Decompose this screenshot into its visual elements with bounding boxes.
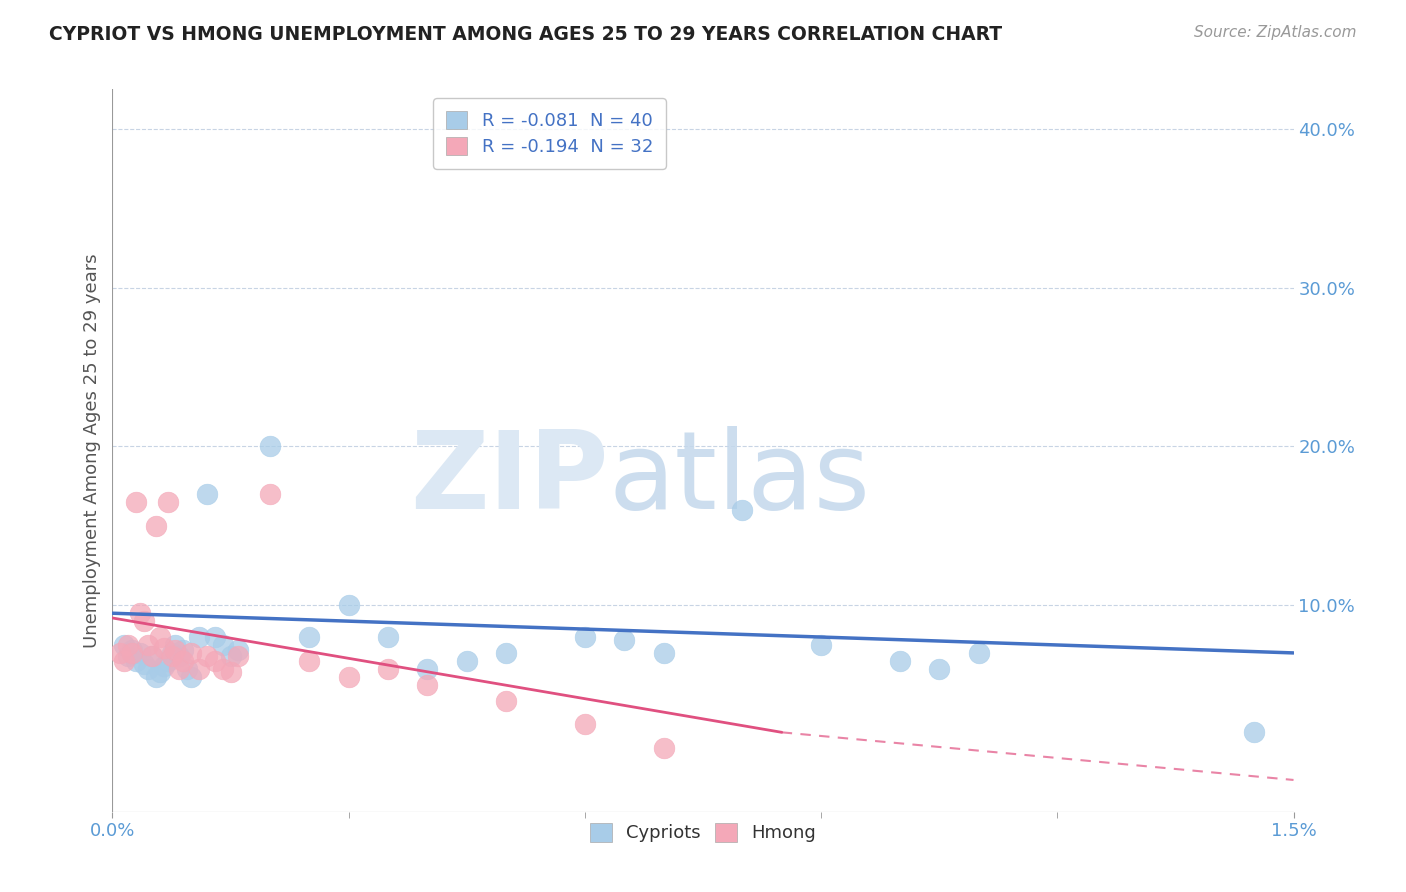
- Point: [172, 654, 194, 668]
- Point: [652, 646, 675, 660]
- Point: [149, 630, 172, 644]
- Point: [204, 630, 226, 644]
- Point: [652, 741, 675, 756]
- Point: [810, 638, 832, 652]
- Point: [1243, 725, 1265, 739]
- Point: [149, 665, 172, 679]
- Point: [145, 670, 167, 684]
- Point: [298, 654, 321, 668]
- Text: CYPRIOT VS HMONG UNEMPLOYMENT AMONG AGES 25 TO 29 YEARS CORRELATION CHART: CYPRIOT VS HMONG UNEMPLOYMENT AMONG AGES…: [49, 25, 1002, 44]
- Point: [337, 599, 360, 613]
- Text: atlas: atlas: [609, 426, 870, 533]
- Point: [141, 649, 163, 664]
- Point: [416, 662, 439, 676]
- Text: ZIP: ZIP: [411, 426, 609, 533]
- Point: [160, 649, 183, 664]
- Y-axis label: Unemployment Among Ages 25 to 29 years: Unemployment Among Ages 25 to 29 years: [83, 253, 101, 648]
- Point: [613, 633, 636, 648]
- Point: [195, 487, 218, 501]
- Point: [132, 657, 155, 671]
- Text: Source: ZipAtlas.com: Source: ZipAtlas.com: [1194, 25, 1357, 40]
- Point: [156, 495, 179, 509]
- Point: [165, 642, 187, 657]
- Point: [125, 495, 148, 509]
- Point: [125, 654, 148, 668]
- Point: [169, 662, 191, 676]
- Point: [152, 641, 174, 656]
- Point: [136, 638, 159, 652]
- Legend: Cypriots, Hmong: Cypriots, Hmong: [582, 816, 824, 850]
- Point: [110, 646, 132, 660]
- Point: [188, 662, 211, 676]
- Point: [112, 638, 135, 652]
- Point: [204, 654, 226, 668]
- Point: [228, 642, 250, 657]
- Point: [172, 642, 194, 657]
- Point: [967, 646, 990, 660]
- Point: [495, 693, 517, 707]
- Point: [495, 646, 517, 660]
- Point: [145, 519, 167, 533]
- Point: [156, 654, 179, 668]
- Point: [180, 670, 202, 684]
- Point: [132, 614, 155, 628]
- Point: [129, 606, 152, 620]
- Point: [141, 649, 163, 664]
- Point: [928, 662, 950, 676]
- Point: [889, 654, 911, 668]
- Point: [136, 662, 159, 676]
- Point: [377, 662, 399, 676]
- Point: [165, 638, 187, 652]
- Point: [169, 649, 191, 664]
- Point: [219, 649, 242, 664]
- Point: [219, 665, 242, 679]
- Point: [228, 649, 250, 664]
- Point: [112, 654, 135, 668]
- Point: [188, 630, 211, 644]
- Point: [117, 638, 139, 652]
- Point: [574, 630, 596, 644]
- Point: [195, 649, 218, 664]
- Point: [160, 646, 183, 660]
- Point: [180, 646, 202, 660]
- Point: [731, 503, 754, 517]
- Point: [259, 487, 281, 501]
- Point: [416, 678, 439, 692]
- Point: [129, 646, 152, 660]
- Point: [377, 630, 399, 644]
- Point: [121, 646, 143, 660]
- Point: [117, 649, 139, 664]
- Point: [176, 662, 198, 676]
- Point: [211, 662, 233, 676]
- Point: [298, 630, 321, 644]
- Point: [574, 717, 596, 731]
- Point: [337, 670, 360, 684]
- Point: [152, 658, 174, 673]
- Point: [121, 642, 143, 657]
- Point: [456, 654, 478, 668]
- Point: [211, 638, 233, 652]
- Point: [259, 440, 281, 454]
